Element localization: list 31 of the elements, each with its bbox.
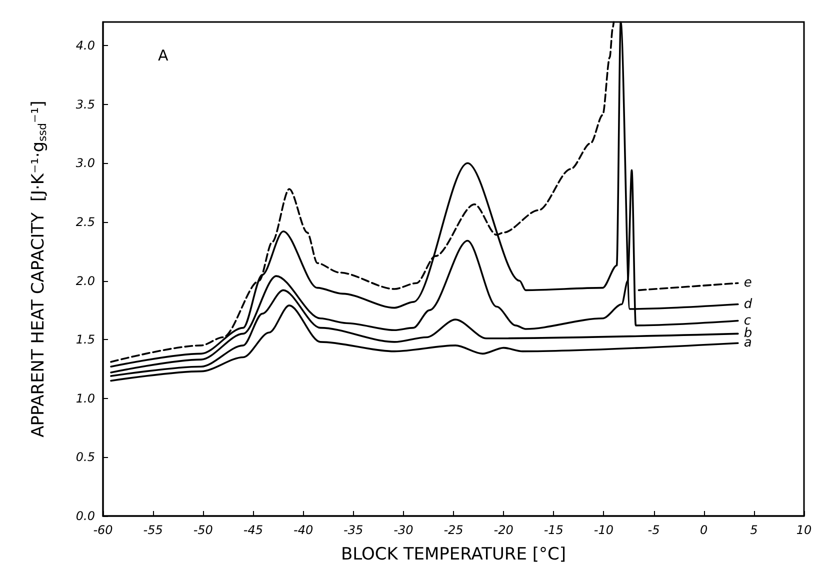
y-tick-label: 1.5 xyxy=(76,332,95,347)
x-tick-label: 10 xyxy=(796,523,812,537)
x-tick-label: -60 xyxy=(93,523,114,537)
y-tick-label: 4.0 xyxy=(76,38,96,53)
x-tick-label: -20 xyxy=(494,523,514,537)
x-tick-label: -35 xyxy=(344,523,364,537)
y-tick-label: 1.0 xyxy=(76,391,96,406)
x-tick-label: -45 xyxy=(243,523,264,537)
x-tick-label: -10 xyxy=(594,523,614,537)
x-tick-label: -5 xyxy=(648,523,660,537)
y-tick-label: 2.5 xyxy=(76,214,95,229)
y-tick-label: 3.5 xyxy=(76,97,95,112)
annotation: A xyxy=(158,46,169,64)
series-label: d xyxy=(744,296,753,312)
y-axis-title: APPARENT HEAT CAPACITY [J·K⁻¹·gssd⁻¹] xyxy=(28,100,49,438)
x-axis-title: BLOCK TEMPERATURE [°C] xyxy=(341,544,566,564)
x-tick-label: -30 xyxy=(394,523,414,537)
x-tick-label: -55 xyxy=(143,523,163,537)
line-series xyxy=(110,304,739,382)
x-tick-label: -15 xyxy=(544,523,564,537)
x-tick-label: -40 xyxy=(293,523,314,537)
x-tick-label: -50 xyxy=(193,523,214,537)
x-tick-label: 5 xyxy=(750,523,758,537)
series-label: e xyxy=(744,276,752,291)
y-tick-label: 0.0 xyxy=(76,509,96,523)
x-tick-label: -25 xyxy=(444,523,464,537)
y-tick-label: 0.5 xyxy=(76,450,95,464)
x-tick-label: 0 xyxy=(700,523,708,537)
series-label: c xyxy=(744,313,752,328)
y-tick-label: 2.0 xyxy=(76,274,96,288)
y-tick-label: 3.0 xyxy=(76,156,96,170)
